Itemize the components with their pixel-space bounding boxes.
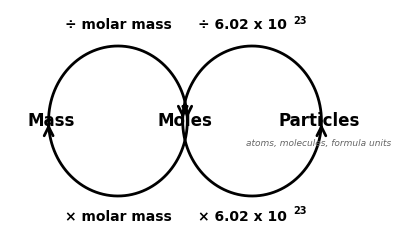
Text: Particles: Particles	[278, 112, 360, 130]
Text: 23: 23	[294, 206, 307, 216]
Text: × molar mass: × molar mass	[64, 210, 171, 224]
Text: atoms, molecules, formula units: atoms, molecules, formula units	[246, 139, 392, 148]
Text: ÷ molar mass: ÷ molar mass	[64, 18, 171, 32]
Text: Moles: Moles	[158, 112, 212, 130]
Text: Mass: Mass	[27, 112, 74, 130]
Text: ÷ 6.02 x 10: ÷ 6.02 x 10	[198, 18, 287, 32]
Text: 23: 23	[294, 16, 307, 26]
Text: × 6.02 x 10: × 6.02 x 10	[198, 210, 287, 224]
